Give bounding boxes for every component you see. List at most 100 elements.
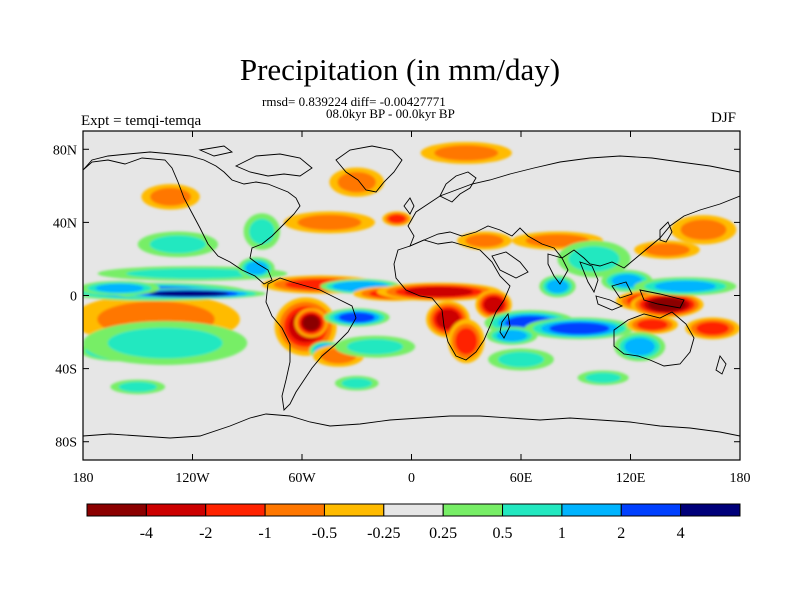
colorbar-box xyxy=(442,503,504,517)
contour-band xyxy=(338,312,375,323)
y-tick-label: 40S xyxy=(55,363,77,378)
colorbar-label: 0.5 xyxy=(493,525,513,542)
colorbar-box xyxy=(86,503,147,517)
x-axis: 180 120W 60W 0 60E 120E 180 xyxy=(73,131,751,486)
coastline-antarctica xyxy=(83,413,740,439)
anomaly-region xyxy=(83,321,248,365)
contour-band xyxy=(148,290,229,297)
x-tick-label: 180 xyxy=(73,471,94,486)
coastline-greenland xyxy=(335,145,403,193)
anomaly-region xyxy=(283,211,375,234)
anomaly-region xyxy=(323,308,390,327)
anomaly-region xyxy=(137,231,219,258)
coastline-arabia-india xyxy=(491,251,569,285)
contour-band xyxy=(624,337,655,356)
colorbar-box xyxy=(561,503,622,517)
contour-band xyxy=(434,145,499,161)
x-tick-label: 120E xyxy=(616,471,646,486)
y-tick-label: 80N xyxy=(53,143,77,158)
colorbar-label: 2 xyxy=(617,525,625,542)
contour-band xyxy=(346,339,404,355)
x-tick-label: 60W xyxy=(288,471,316,486)
coastline-arctic-islands xyxy=(198,145,313,177)
coastline-north-america xyxy=(83,151,301,285)
colorbar-box xyxy=(680,503,741,517)
colorbar-box xyxy=(383,503,444,517)
colorbar-label: 4 xyxy=(677,525,685,542)
coastline-madagascar xyxy=(499,312,511,339)
contour-band xyxy=(585,372,622,383)
season-label: DJF xyxy=(711,110,737,126)
colorbar-label: 0.25 xyxy=(429,525,457,542)
colorbar-box xyxy=(323,503,385,517)
x-tick-label: 180 xyxy=(730,471,751,486)
anomaly-region xyxy=(685,317,740,340)
y-axis: 80N 40N 0 40S 80S xyxy=(53,143,740,451)
anomaly-region xyxy=(420,141,512,164)
coastline-europe-asia xyxy=(407,155,740,269)
contour-band xyxy=(150,187,192,206)
anomaly-region xyxy=(634,240,700,259)
anomaly-region xyxy=(83,280,160,296)
x-tick-label: 0 xyxy=(408,471,415,486)
contour-band xyxy=(435,309,461,330)
colorbar-label: -0.25 xyxy=(367,525,400,542)
colorbar-label: 1 xyxy=(558,525,566,542)
anomaly-region xyxy=(475,290,512,320)
contour-band xyxy=(337,171,376,193)
anomaly-region xyxy=(329,167,385,197)
contour-band xyxy=(546,279,569,293)
coastline-uk xyxy=(403,197,415,215)
coastlines xyxy=(83,145,740,439)
contour-band xyxy=(245,261,268,275)
chart-title: Precipitation (in mm/day) xyxy=(239,52,561,87)
anomaly-region xyxy=(539,275,576,298)
rmsd-diff-stats: rmsd= 0.839224 diff= -0.00427771 xyxy=(262,94,446,109)
anomaly-region xyxy=(457,231,512,250)
anomaly-region xyxy=(630,291,704,318)
coastline-new-zealand xyxy=(715,355,727,375)
anomaly-region xyxy=(294,308,328,338)
contour-band xyxy=(549,322,610,335)
contour-band xyxy=(341,378,373,389)
colorbar-box xyxy=(502,503,563,517)
colorbar-label: -0.5 xyxy=(312,525,337,542)
contour-band xyxy=(498,351,544,368)
anomaly-region xyxy=(243,213,281,250)
coastline-africa xyxy=(393,239,511,361)
experiment-label: Expt = temqi-temqa xyxy=(81,113,202,129)
y-tick-label: 80S xyxy=(55,436,77,451)
colorbar-box xyxy=(145,503,207,517)
coastline-southeast-asia xyxy=(579,261,685,311)
contour-band xyxy=(302,315,320,331)
contour-band xyxy=(680,219,727,240)
colorbar-label: -2 xyxy=(199,525,212,542)
time-period: 08.0kyr BP - 00.0kyr BP xyxy=(326,106,455,121)
colorbar-box xyxy=(264,503,325,517)
contour-band xyxy=(249,218,275,245)
colorbar-labels: -4 -2 -1 -0.5 -0.25 0.25 0.5 1 2 4 xyxy=(140,525,685,542)
contour-band xyxy=(465,234,504,248)
contour-band xyxy=(404,286,474,297)
contour-band xyxy=(654,280,716,292)
anomaly-region xyxy=(238,257,275,280)
contour-band xyxy=(644,243,690,257)
contour-band xyxy=(95,283,144,293)
colorbar-label: -1 xyxy=(258,525,271,542)
precipitation-field xyxy=(83,141,740,395)
anomaly-region xyxy=(577,370,629,386)
x-tick-label: 60E xyxy=(510,471,533,486)
anomaly-region xyxy=(334,335,416,358)
coastline-japan xyxy=(659,221,673,243)
anomaly-region xyxy=(670,215,737,245)
colorbar-label: -4 xyxy=(140,525,153,542)
coastline-australia xyxy=(613,311,695,367)
anomaly-region xyxy=(626,315,678,334)
contour-band xyxy=(455,328,478,355)
coastline-south-america xyxy=(265,277,357,411)
contour-band xyxy=(637,319,668,331)
y-tick-label: 40N xyxy=(53,216,77,231)
anomaly-region xyxy=(141,184,200,210)
